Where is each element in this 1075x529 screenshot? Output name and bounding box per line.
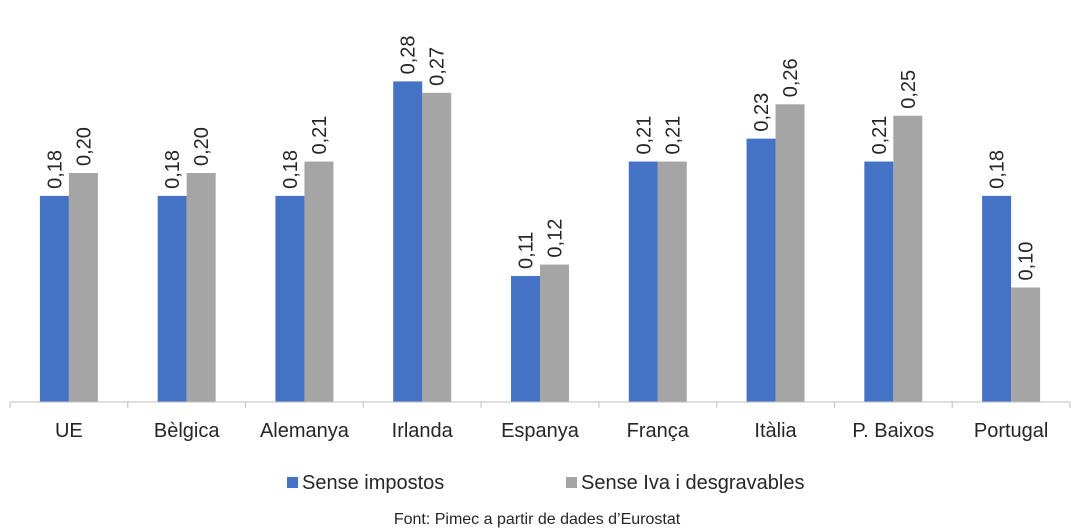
data-label: 0,28 (398, 35, 420, 74)
bar (511, 276, 540, 402)
x-tick-label: P. Baixos (852, 420, 934, 442)
bar (157, 195, 187, 402)
data-label: 0,21 (633, 116, 655, 155)
x-tick-label: Irlanda (392, 420, 454, 442)
data-label: 0,11 (516, 232, 538, 269)
x-tick-label: Bèlgica (154, 420, 220, 442)
data-label: 0,21 (869, 116, 891, 155)
bar (746, 138, 776, 402)
data-label: 0,25 (898, 70, 920, 109)
bar (186, 173, 216, 402)
bar (775, 104, 805, 403)
legend-label-sense-iva: Sense Iva i desgravables (581, 472, 804, 494)
bar (628, 161, 658, 402)
legend-swatch-sense-iva (566, 477, 577, 488)
bar (864, 161, 894, 402)
bar (275, 195, 305, 402)
data-label: 0,18 (162, 150, 184, 189)
data-label: 0,21 (309, 116, 331, 155)
data-label: 0,18 (987, 150, 1009, 189)
bar (982, 195, 1012, 402)
bar (422, 92, 452, 402)
bar (39, 195, 69, 402)
legend-swatch-sense-impostos (287, 477, 298, 488)
x-tick-label: Espanya (501, 420, 580, 442)
source-note: Font: Pimec a partir de dades d’Eurostat (394, 511, 681, 528)
data-label: 0,23 (751, 93, 773, 132)
data-label: 0,12 (545, 219, 567, 258)
data-label: 0,27 (427, 47, 449, 86)
x-tick-label: Itàlia (754, 420, 797, 442)
plot-area: 0,18 0,20 0,18 0,20 0,18 0,21 0,28 0,27 0,11 0,12… (39, 35, 1041, 403)
data-label: 0,20 (191, 127, 213, 166)
x-axis-labels: UE Bèlgica Alemanya Irlanda Espanya França Ità… (55, 420, 1048, 442)
data-label: 0,20 (73, 127, 95, 166)
x-tick-label: UE (55, 420, 83, 442)
data-label: 0,10 (1016, 242, 1038, 281)
x-tick-label: França (627, 420, 690, 442)
bar (68, 173, 98, 402)
bar (393, 81, 423, 403)
data-label: 0,18 (280, 150, 302, 189)
bar (893, 115, 923, 402)
bar (657, 161, 687, 402)
legend-label-sense-impostos: Sense impostos (302, 472, 444, 494)
legend: Sense impostos Sense Iva i desgravables (287, 472, 804, 494)
bar (540, 264, 569, 402)
data-label: 0,18 (44, 150, 66, 189)
x-tick-label: Portugal (974, 420, 1049, 442)
data-label: 0,21 (662, 116, 684, 155)
bar (304, 161, 334, 402)
bar (1011, 287, 1041, 402)
x-tick-label: Alemanya (260, 420, 350, 442)
data-label: 0,26 (780, 58, 802, 97)
x-axis-ticks (9, 402, 1071, 408)
